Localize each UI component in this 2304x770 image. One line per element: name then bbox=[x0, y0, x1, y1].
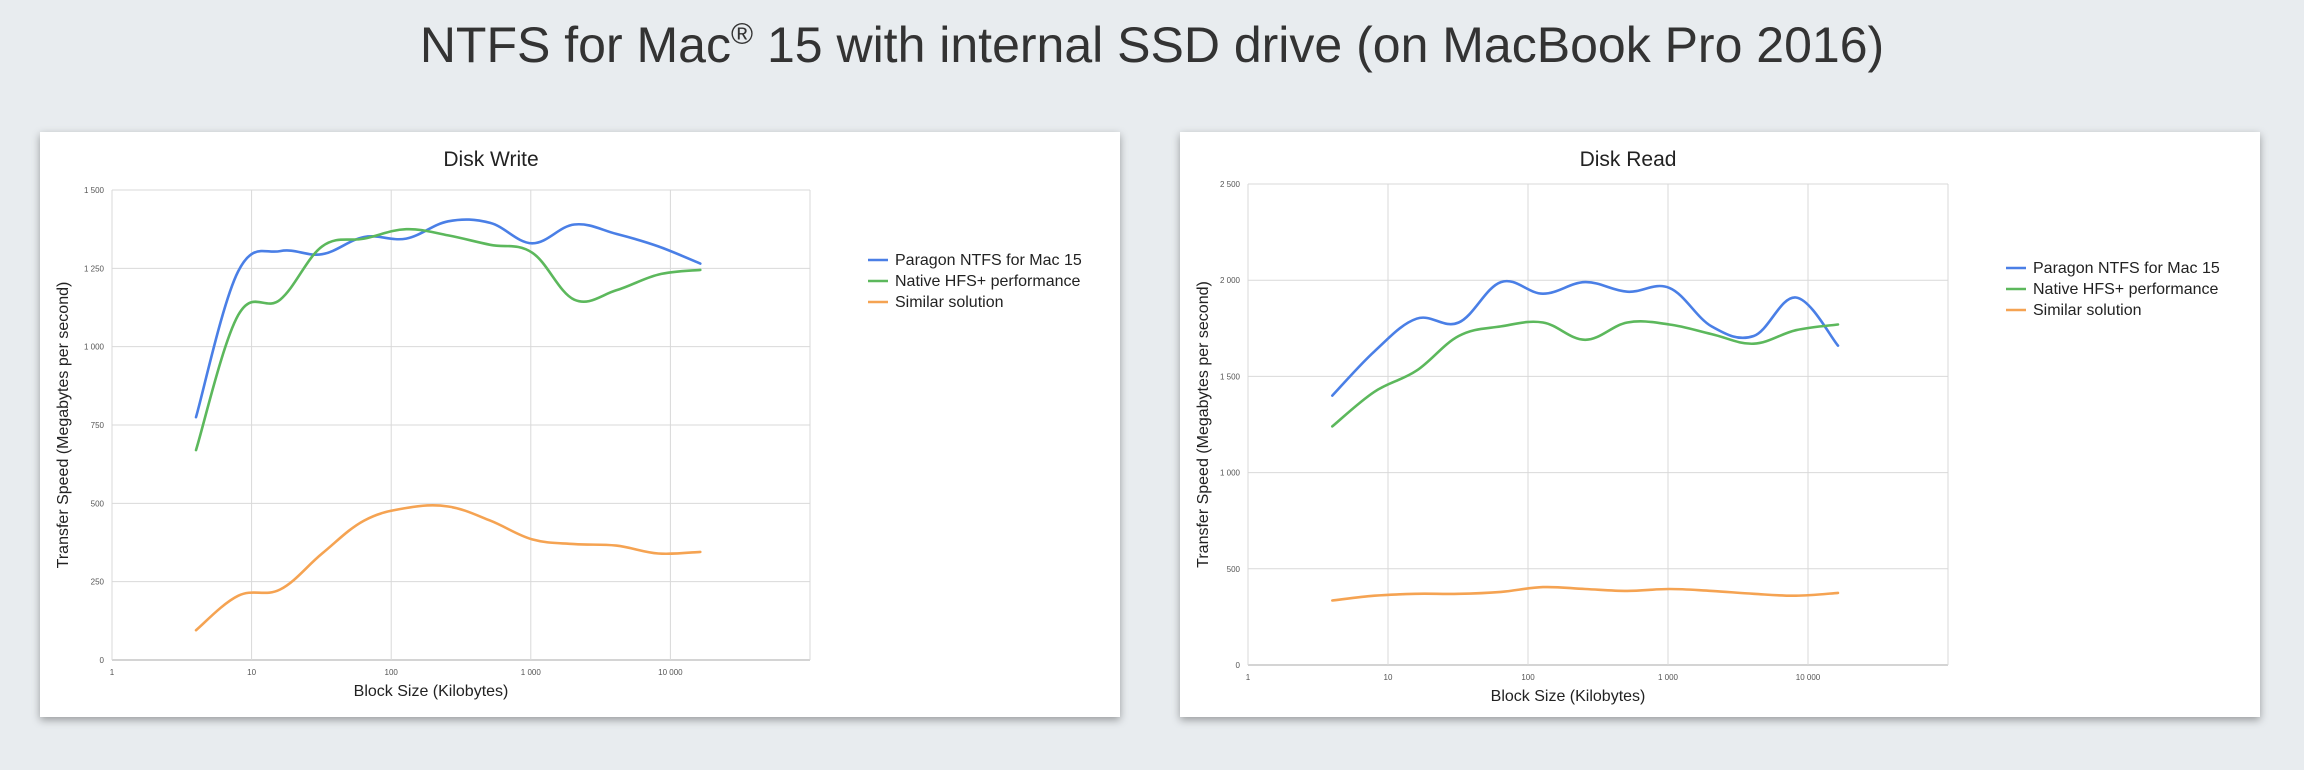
y-tick-label: 2 500 bbox=[1220, 180, 1241, 189]
x-axis-label: Block Size (Kilobytes) bbox=[354, 683, 509, 700]
series-line-2 bbox=[1331, 320, 1840, 428]
page-title-rest: 15 with internal SSD drive (on MacBook P… bbox=[753, 17, 1885, 73]
y-tick-label: 750 bbox=[91, 421, 105, 430]
y-tick-label: 500 bbox=[1227, 565, 1241, 574]
disk-read-chart-card: Disk Read 0 500 1 000 1 500 2 000 2 500 1 10 100 1… bbox=[1180, 132, 2260, 717]
series-line-3 bbox=[1331, 585, 1840, 602]
chart-title: Disk Write bbox=[443, 148, 538, 171]
series-line-2 bbox=[194, 227, 702, 452]
legend-entry: Native HFS+ performance bbox=[895, 273, 1081, 290]
legend-entry: Similar solution bbox=[2033, 302, 2141, 319]
y-tick-label: 0 bbox=[1236, 661, 1241, 670]
page-title: NTFS for Mac® 15 with internal SSD drive… bbox=[0, 10, 2304, 80]
x-tick-label: 10 000 bbox=[658, 668, 683, 677]
legend-entry: Paragon NTFS for Mac 15 bbox=[2033, 260, 2220, 277]
series-line-1 bbox=[194, 218, 702, 419]
y-tick-label: 500 bbox=[91, 499, 105, 508]
x-tick-label: 10 bbox=[1384, 673, 1393, 682]
y-tick-label: 1 000 bbox=[1220, 469, 1241, 478]
x-tick-label: 1 bbox=[1246, 673, 1251, 682]
x-tick-label: 100 bbox=[1521, 673, 1535, 682]
legend-entry: Similar solution bbox=[895, 294, 1003, 311]
x-tick-label: 1 bbox=[110, 668, 115, 677]
disk-read-chart: Disk Read 0 500 1 000 1 500 2 000 2 500 1 10 100 1… bbox=[1195, 148, 2220, 705]
y-axis-label: Transfer Speed (Megabytes per second) bbox=[1195, 281, 1212, 568]
registered-mark: ® bbox=[730, 18, 754, 51]
x-tick-label: 10 000 bbox=[1796, 673, 1821, 682]
y-tick-label: 1 500 bbox=[84, 186, 105, 195]
series-line-1 bbox=[1331, 279, 1840, 397]
series-line-3 bbox=[194, 504, 702, 632]
y-axis-label: Transfer Speed (Megabytes per second) bbox=[55, 282, 72, 569]
legend-entry: Native HFS+ performance bbox=[2033, 281, 2219, 298]
x-axis-label: Block Size (Kilobytes) bbox=[1491, 688, 1646, 705]
x-tick-label: 1 000 bbox=[521, 668, 542, 677]
x-tick-label: 10 bbox=[247, 668, 256, 677]
x-tick-label: 100 bbox=[385, 668, 399, 677]
legend-entry: Paragon NTFS for Mac 15 bbox=[895, 252, 1082, 269]
disk-write-chart: Disk Write 0 250 500 750 1 000 1 250 1 500 1 10 10… bbox=[55, 148, 1082, 700]
disk-write-chart-card: Disk Write 0 250 500 750 1 000 1 250 1 500 1 10 10… bbox=[40, 132, 1120, 717]
y-tick-label: 1 500 bbox=[1220, 372, 1241, 381]
y-tick-label: 250 bbox=[91, 578, 105, 587]
page-title-main: NTFS for Mac bbox=[419, 17, 731, 73]
y-tick-label: 2 000 bbox=[1220, 276, 1241, 285]
chart-title: Disk Read bbox=[1580, 148, 1677, 171]
x-tick-label: 1 000 bbox=[1658, 673, 1679, 682]
y-tick-label: 1 000 bbox=[84, 343, 105, 352]
y-tick-label: 1 250 bbox=[84, 264, 105, 273]
y-tick-label: 0 bbox=[100, 656, 105, 665]
